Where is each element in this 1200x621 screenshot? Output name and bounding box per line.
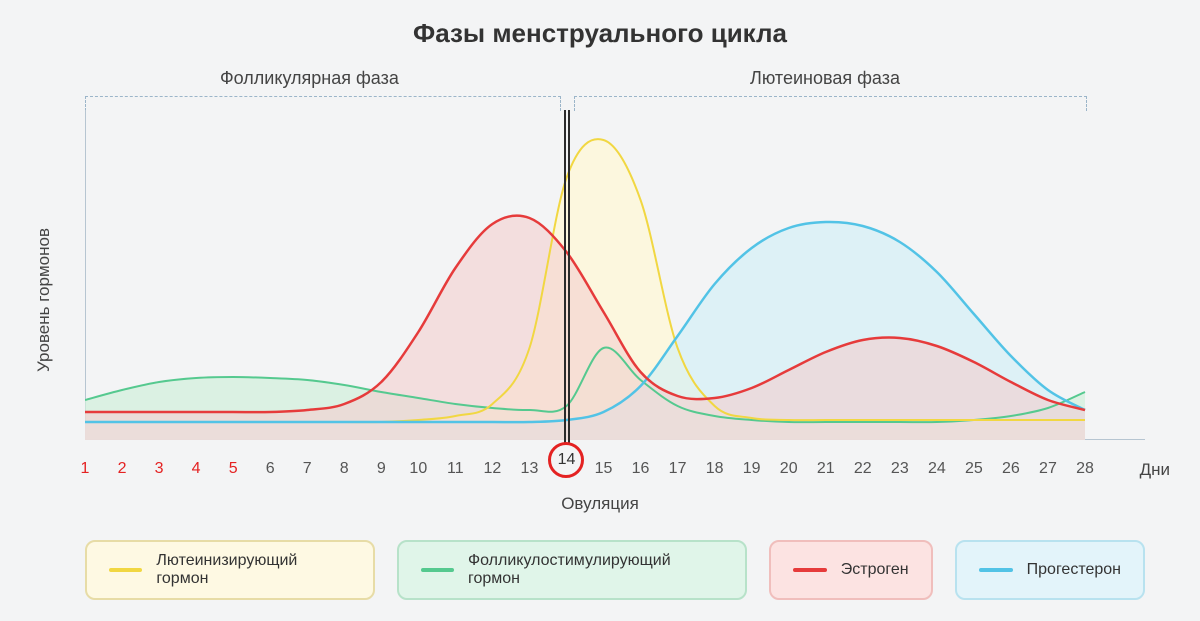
x-tick: 23 (891, 460, 909, 478)
x-tick: 1 (81, 460, 90, 478)
legend-item-estrogen: Эстроген (769, 540, 933, 600)
legend-item-fsh: Фолликулостимулирующий гормон (397, 540, 747, 600)
x-tick: 18 (706, 460, 724, 478)
x-tick: 17 (669, 460, 687, 478)
x-tick: 10 (409, 460, 427, 478)
x-tick: 13 (521, 460, 539, 478)
x-tick: 9 (377, 460, 386, 478)
x-tick: 20 (780, 460, 798, 478)
legend: Лютеинизирующий гормон Фолликулостимулиру… (85, 540, 1145, 600)
legend-label: Эстроген (841, 561, 909, 579)
x-tick: 2 (118, 460, 127, 478)
legend-item-progesterone: Прогестерон (955, 540, 1145, 600)
x-axis: 1234567891011121315161718192021222324252… (85, 460, 1145, 484)
y-axis-label: Уровень гормонов (34, 228, 54, 372)
legend-swatch (109, 568, 142, 572)
legend-label: Прогестерон (1027, 561, 1121, 579)
x-tick: 26 (1002, 460, 1020, 478)
x-tick: 6 (266, 460, 275, 478)
chart-plot (85, 110, 1145, 440)
x-tick: 11 (447, 460, 464, 478)
x-tick: 16 (632, 460, 650, 478)
chart-container: Фазы менструального цикла Фолликулярная … (0, 0, 1200, 621)
legend-swatch (979, 568, 1013, 572)
x-tick: 24 (928, 460, 946, 478)
ovulation-caption: Овуляция (0, 494, 1200, 514)
ovulation-day-number: 14 (558, 451, 576, 469)
phase-bracket-follicular (85, 96, 561, 111)
legend-label: Лютеинизирующий гормон (156, 552, 350, 588)
x-tick: 8 (340, 460, 349, 478)
x-tick: 28 (1076, 460, 1094, 478)
x-axis-label: Дни (1140, 460, 1170, 480)
legend-swatch (421, 568, 454, 572)
x-tick: 4 (192, 460, 201, 478)
ovulation-line (564, 110, 566, 460)
legend-swatch (793, 568, 827, 572)
phase-label-luteal: Лютеиновая фаза (750, 68, 900, 89)
ovulation-line (568, 110, 570, 460)
x-tick: 15 (595, 460, 613, 478)
x-tick: 19 (743, 460, 761, 478)
x-tick: 22 (854, 460, 872, 478)
legend-item-lh: Лютеинизирующий гормон (85, 540, 375, 600)
x-tick: 25 (965, 460, 983, 478)
x-tick: 7 (303, 460, 312, 478)
x-tick: 3 (155, 460, 164, 478)
x-tick: 21 (817, 460, 835, 478)
x-tick: 27 (1039, 460, 1057, 478)
legend-label: Фолликулостимулирующий гормон (468, 552, 723, 588)
ovulation-marker: 14 (548, 442, 584, 478)
x-tick: 5 (229, 460, 238, 478)
phase-label-follicular: Фолликулярная фаза (220, 68, 399, 89)
chart-title: Фазы менструального цикла (0, 18, 1200, 49)
phase-bracket-luteal (574, 96, 1087, 111)
x-tick: 12 (484, 460, 502, 478)
